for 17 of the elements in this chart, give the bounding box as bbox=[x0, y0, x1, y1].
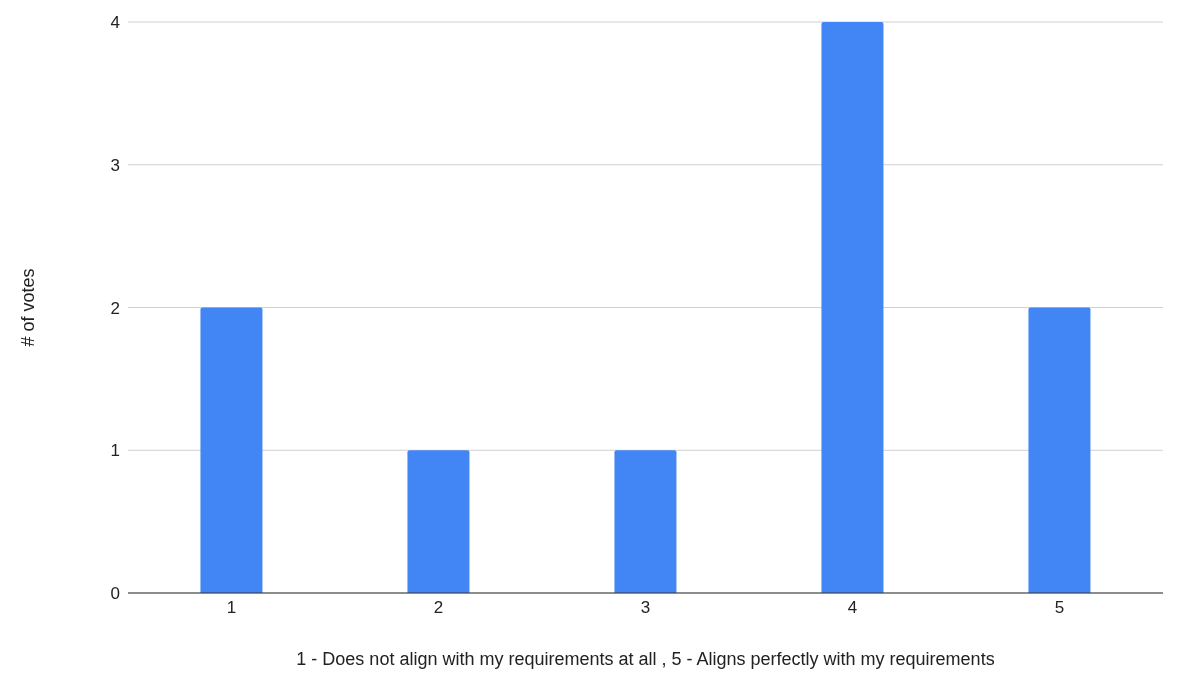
y-axis-title: # of votes bbox=[18, 268, 39, 347]
x-tick-label: 2 bbox=[433, 598, 444, 618]
x-tick-label: 5 bbox=[1054, 598, 1065, 618]
bar bbox=[200, 307, 263, 593]
x-axis-title: 1 - Does not align with my requirements at all , 5 - Aligns perfectly with my requirements bbox=[296, 649, 995, 669]
y-tick-label: 4 bbox=[110, 13, 120, 33]
y-tick-label: 0 bbox=[110, 584, 120, 604]
y-tick-label: 3 bbox=[110, 155, 120, 175]
bar bbox=[407, 450, 470, 593]
y-tick-label: 2 bbox=[110, 298, 120, 318]
bar bbox=[821, 22, 884, 593]
x-tick-label: 1 bbox=[226, 598, 237, 618]
bar bbox=[614, 450, 677, 593]
bar bbox=[1028, 307, 1091, 593]
y-tick-label: 1 bbox=[110, 441, 120, 461]
x-tick-label: 4 bbox=[847, 598, 858, 618]
x-tick-label: 3 bbox=[640, 598, 651, 618]
